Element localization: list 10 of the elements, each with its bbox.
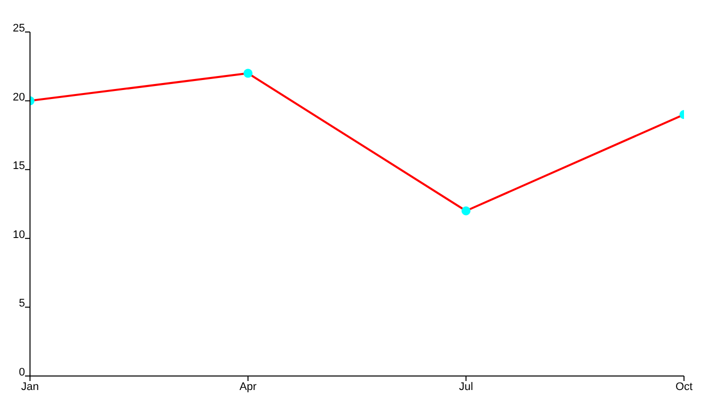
y-tick-label: 5 (18, 298, 25, 310)
y-tick-label: 15 (12, 160, 25, 172)
x-tick-label: Jul (458, 381, 474, 393)
x-tick-label: Oct (675, 381, 693, 393)
x-tick-label: Jan (21, 381, 39, 393)
x-tick-label: Apr (239, 381, 257, 393)
y-tick-label: 10 (12, 228, 25, 241)
y-tick-label: 20 (12, 91, 25, 104)
y-tick-label: 0 (18, 366, 25, 378)
y-tick-label: 25 (12, 22, 25, 34)
